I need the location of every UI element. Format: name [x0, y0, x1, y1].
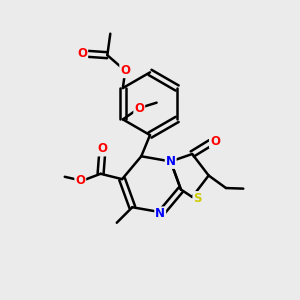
Text: O: O [75, 174, 85, 187]
Text: O: O [134, 101, 144, 115]
Text: S: S [193, 192, 202, 205]
Text: O: O [97, 142, 107, 155]
Text: O: O [77, 47, 87, 60]
Text: O: O [210, 135, 220, 148]
Text: O: O [120, 64, 130, 77]
Text: N: N [155, 207, 165, 220]
Text: N: N [166, 155, 176, 168]
